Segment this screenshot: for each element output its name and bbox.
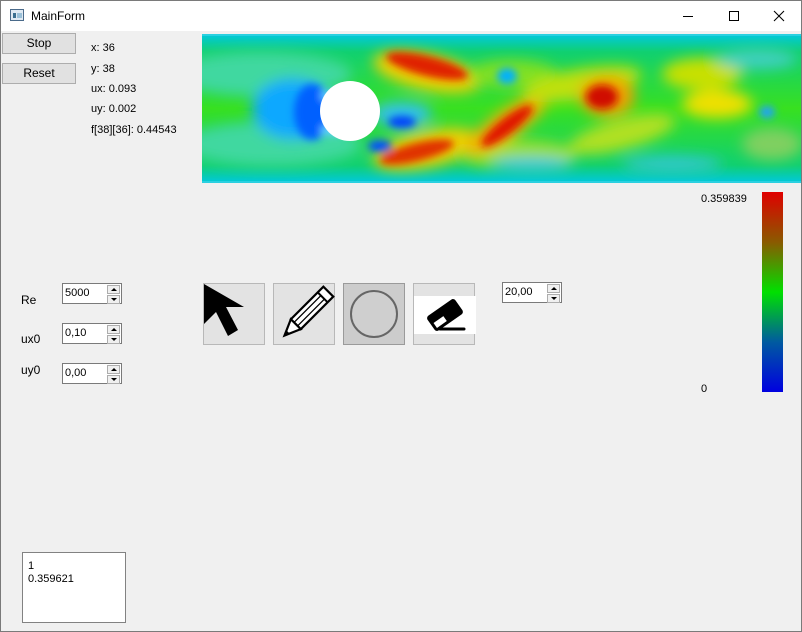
brush-size-spinbox[interactable]: 20,00	[502, 282, 562, 303]
output-textbox[interactable]: 1 0.359621	[22, 552, 126, 623]
colorbar-max-label: 0.359839	[701, 193, 747, 205]
uy0-up-arrow[interactable]	[107, 365, 120, 374]
brush-size-value[interactable]: 20,00	[505, 286, 533, 298]
info-f-value: f[38][36]: 0.44543	[91, 124, 177, 136]
eraser-icon	[414, 296, 476, 334]
title-bar: MainForm	[1, 1, 801, 31]
close-button[interactable]	[756, 1, 802, 31]
minimize-icon	[683, 16, 693, 17]
brush-size-down-arrow[interactable]	[547, 294, 560, 303]
info-x: x: 36	[91, 42, 115, 54]
maximize-button[interactable]	[711, 1, 757, 31]
uy0-spinbox[interactable]: 0,00	[62, 363, 122, 384]
uy0-value[interactable]: 0,00	[65, 367, 87, 379]
uy0-down-arrow[interactable]	[107, 375, 120, 384]
circle-tool-button[interactable]	[343, 283, 405, 345]
info-uy: uy: 0.002	[91, 103, 137, 115]
stop-button[interactable]: Stop	[2, 33, 76, 54]
close-icon	[773, 10, 785, 22]
cylinder-obstacle	[320, 81, 380, 141]
ux0-up-arrow[interactable]	[107, 325, 120, 334]
ux0-value[interactable]: 0,10	[65, 327, 87, 339]
brush-size-up-arrow[interactable]	[547, 284, 560, 293]
cursor-tool-button[interactable]	[203, 283, 265, 345]
re-value[interactable]: 5000	[65, 287, 90, 299]
info-ux: ux: 0.093	[91, 83, 137, 95]
output-line: 1	[28, 560, 35, 572]
pencil-tool-button[interactable]	[273, 283, 335, 345]
ux0-label: ux0	[21, 332, 41, 346]
colorbar-min-label: 0	[701, 383, 708, 395]
eraser-tool-button[interactable]	[413, 283, 476, 345]
info-y: y: 38	[91, 63, 115, 75]
reset-button[interactable]: Reset	[2, 63, 76, 84]
re-label: Re	[21, 293, 37, 307]
cursor-arrow-icon	[204, 284, 244, 336]
minimize-button[interactable]	[665, 1, 711, 31]
ux0-spinbox[interactable]: 0,10	[62, 323, 122, 344]
window-title: MainForm	[31, 9, 86, 23]
app-form-icon	[10, 9, 24, 21]
pencil-icon	[282, 285, 335, 338]
circle-icon	[350, 290, 398, 338]
maximize-icon	[729, 11, 739, 21]
re-spinbox[interactable]: 5000	[62, 283, 122, 304]
uy0-label: uy0	[21, 363, 41, 377]
ux0-down-arrow[interactable]	[107, 335, 120, 344]
re-down-arrow[interactable]	[107, 295, 120, 304]
re-up-arrow[interactable]	[107, 285, 120, 294]
output-line: 0.359621	[28, 573, 74, 585]
flow-simulation-canvas[interactable]	[202, 34, 801, 183]
colorbar	[762, 192, 783, 392]
